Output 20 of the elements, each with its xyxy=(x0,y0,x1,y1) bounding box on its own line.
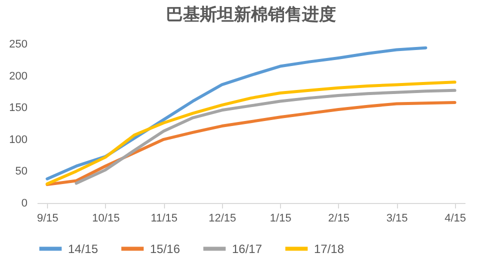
x-tick-label: 11/15 xyxy=(150,212,178,224)
y-tick-label: 150 xyxy=(9,102,28,114)
y-tick-label: 50 xyxy=(15,166,28,178)
line-series xyxy=(46,101,456,186)
y-tick-label: 200 xyxy=(9,70,28,82)
x-tick-label: 3/15 xyxy=(386,212,408,224)
chart-title: 巴基斯坦新棉销售进度 xyxy=(166,5,336,24)
legend-label: 15/16 xyxy=(150,242,180,256)
legend-label: 17/18 xyxy=(314,242,344,256)
x-tick-label: 4/15 xyxy=(444,212,466,224)
x-tick-label: 1/15 xyxy=(270,212,292,224)
x-tick-label: 9/15 xyxy=(36,212,58,224)
y-tick-label: 0 xyxy=(21,198,28,210)
x-tick-label: 2/15 xyxy=(328,212,350,224)
legend-label: 16/17 xyxy=(232,242,262,256)
legend-label: 14/15 xyxy=(68,242,98,256)
x-tick-label: 12/15 xyxy=(208,212,236,224)
y-tick-label: 100 xyxy=(9,134,28,146)
x-tick-label: 10/15 xyxy=(92,212,120,224)
y-tick-label: 250 xyxy=(9,38,28,50)
